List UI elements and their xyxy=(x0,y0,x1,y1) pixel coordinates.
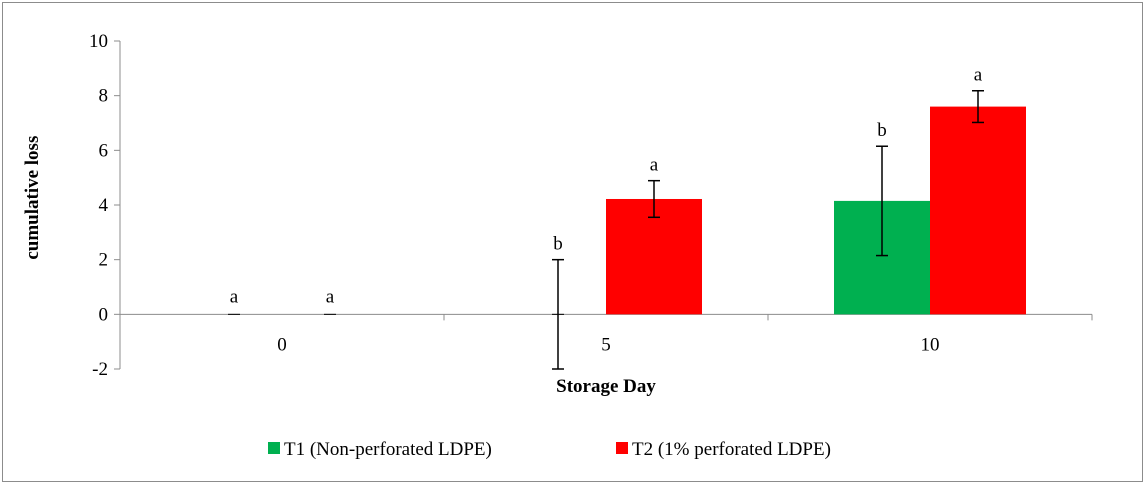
y-tick-label: 2 xyxy=(99,250,109,271)
significance-label: a xyxy=(974,65,983,86)
legend-swatch xyxy=(268,442,280,454)
error-bars xyxy=(228,89,984,370)
significance-label: a xyxy=(230,286,239,307)
significance-label: b xyxy=(877,120,887,141)
significance-labels: a b b a a a xyxy=(230,65,983,308)
legend-label: T1 (Non-perforated LDPE) xyxy=(284,439,492,460)
x-tick-label: 10 xyxy=(921,334,940,355)
y-tick-label: 8 xyxy=(99,86,109,107)
y-tick-label: 0 xyxy=(99,304,109,325)
y-tick-label: 4 xyxy=(99,195,109,216)
x-axis-title: Storage Day xyxy=(556,376,656,397)
y-axis-title: cumulative loss xyxy=(22,136,43,260)
y-tick-label: 10 xyxy=(89,31,108,52)
y-tick-label: 6 xyxy=(99,140,109,161)
x-tick-label: 0 xyxy=(277,334,287,355)
y-tick-label: -2 xyxy=(92,359,108,380)
significance-label: a xyxy=(326,286,335,307)
y-tick-labels: -2 0 2 4 6 8 10 xyxy=(89,31,109,380)
bar xyxy=(930,106,1026,315)
bars xyxy=(606,106,1026,315)
legend-label: T2 (1% perforated LDPE) xyxy=(632,439,831,460)
significance-label: a xyxy=(650,155,659,176)
legend-swatch xyxy=(616,442,628,454)
x-tick-labels: 0 5 10 xyxy=(277,334,939,355)
significance-label: b xyxy=(553,234,563,255)
x-tick-label: 5 xyxy=(601,334,611,355)
bar xyxy=(606,198,702,315)
legend: T1 (Non-perforated LDPE) T2 (1% perforate… xyxy=(268,439,831,460)
